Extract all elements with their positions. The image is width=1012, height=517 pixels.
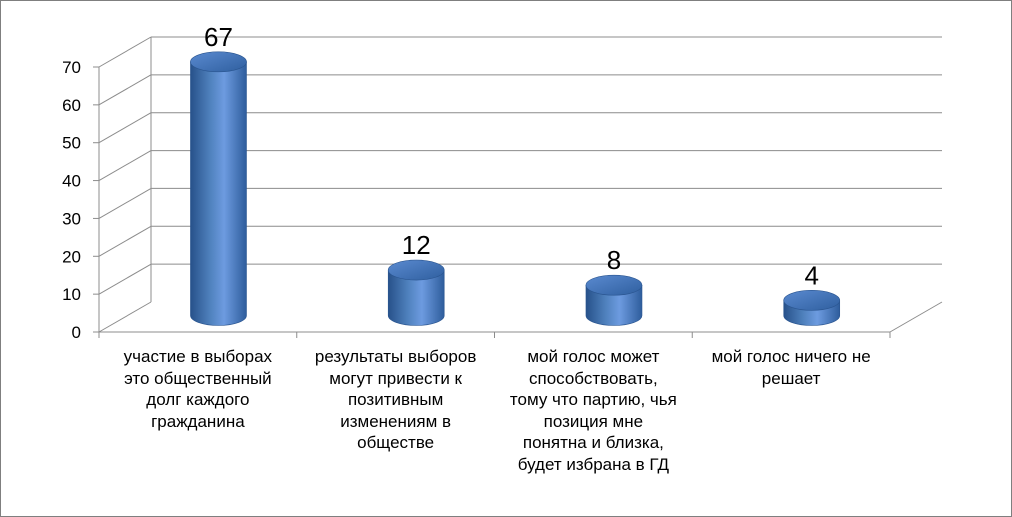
x-tick-label: мой голос ничего не решает xyxy=(696,346,886,389)
bar xyxy=(387,259,445,326)
x-tick-label: результаты выборов могут привести к позити… xyxy=(301,346,491,454)
bar-top xyxy=(387,259,445,281)
data-label: 8 xyxy=(607,245,621,275)
x-tick-label-line: понятна и близка, xyxy=(522,433,664,452)
y-tick-label: 10 xyxy=(62,285,81,304)
gridline-side xyxy=(98,187,152,219)
x-tick-label-line: изменениям в xyxy=(340,411,452,431)
x-tick-label-line: мой голос ничего не xyxy=(711,347,871,366)
x-tick-label-line: обществе xyxy=(357,433,435,452)
bar xyxy=(783,290,841,326)
bar-top xyxy=(783,290,841,311)
y-tick-label: 50 xyxy=(62,134,81,153)
y-tick-label: 70 xyxy=(62,58,81,77)
bar-top xyxy=(585,274,643,296)
data-label: 12 xyxy=(402,230,431,260)
x-tick-label-line: долг каждого xyxy=(146,390,250,409)
bar-body xyxy=(585,284,643,326)
bar xyxy=(190,51,247,326)
x-tick-label-line: способствовать, xyxy=(529,368,658,388)
y-tick-label: 20 xyxy=(62,247,81,266)
y-tick-label: 60 xyxy=(62,96,81,115)
gridline-side xyxy=(98,263,152,295)
bar-top xyxy=(190,51,247,73)
bar-body xyxy=(190,61,247,326)
data-label: 67 xyxy=(204,22,233,52)
x-tick-label: участие в выборах это общественный долг ка… xyxy=(103,346,293,432)
x-tick-label-line: гражданина xyxy=(151,411,245,431)
x-tick-label-line: тому что партию, чья xyxy=(509,390,677,409)
bars xyxy=(190,51,841,326)
y-tick-label: 30 xyxy=(62,209,81,228)
x-tick-label: мой голос может способствовать, тому что п… xyxy=(498,346,688,475)
x-tick-label-line: это общественный xyxy=(124,368,272,388)
y-axis-tick-labels: 0 10 20 30 40 50 60 70 xyxy=(62,58,81,342)
plot-axes xyxy=(93,37,943,338)
x-tick-label-line: позитивным xyxy=(347,390,444,409)
x-tick-label-line: участие в выборах xyxy=(123,347,273,366)
gridline-side xyxy=(98,36,152,68)
gridline-side xyxy=(98,112,152,144)
x-tick-label-line: решает xyxy=(761,368,821,388)
x-tick-label-line: будет избрана в ГД xyxy=(517,454,669,474)
x-tick-label-line: позиция мне xyxy=(543,411,644,431)
y-tick-label: 0 xyxy=(72,323,81,342)
x-tick-label-line: результаты выборов xyxy=(314,347,477,366)
bar-body xyxy=(387,269,445,326)
x-tick-label-line: мой голос может xyxy=(527,347,660,366)
x-tick-label-line: могут привести к xyxy=(329,368,462,388)
gridline-side xyxy=(98,74,152,106)
gridline-side xyxy=(98,150,152,182)
bar xyxy=(585,274,643,326)
data-label: 4 xyxy=(804,260,818,290)
data-labels: 67 12 8 4 xyxy=(204,22,819,291)
plot-grid xyxy=(98,36,942,333)
y-tick-label: 40 xyxy=(62,172,81,191)
gridline-side xyxy=(98,225,152,257)
gridline-side xyxy=(98,301,152,333)
